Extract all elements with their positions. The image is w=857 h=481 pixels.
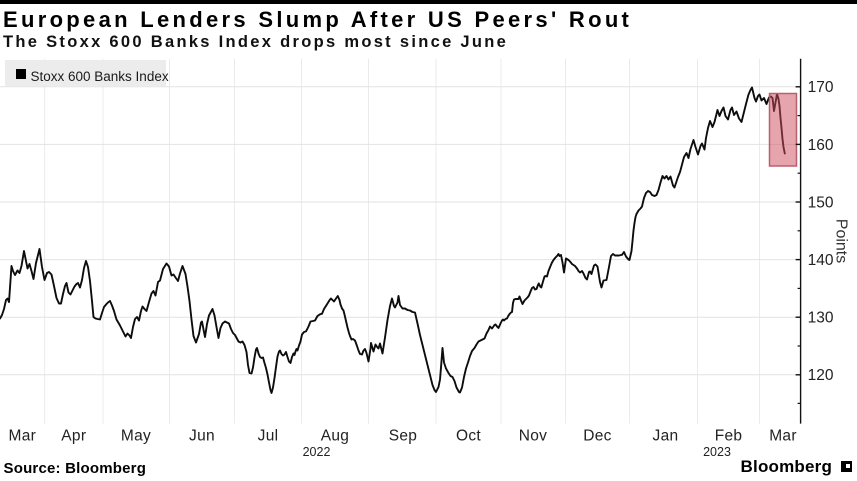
svg-text:May: May <box>121 428 151 445</box>
svg-text:160: 160 <box>808 137 834 154</box>
svg-text:Jul: Jul <box>258 428 279 445</box>
svg-text:120: 120 <box>808 367 834 384</box>
svg-text:Dec: Dec <box>583 428 611 445</box>
svg-text:Oct: Oct <box>456 428 481 445</box>
svg-text:Nov: Nov <box>519 428 547 445</box>
svg-text:Feb: Feb <box>715 428 743 445</box>
svg-text:Jan: Jan <box>653 428 679 445</box>
svg-text:Mar: Mar <box>769 428 797 445</box>
svg-text:150: 150 <box>808 194 834 211</box>
svg-text:Apr: Apr <box>61 428 86 445</box>
svg-text:2022: 2022 <box>303 445 331 459</box>
svg-text:Aug: Aug <box>321 428 349 445</box>
svg-text:140: 140 <box>808 252 834 269</box>
svg-text:Points: Points <box>833 219 850 263</box>
svg-text:2023: 2023 <box>703 445 731 459</box>
svg-text:Sep: Sep <box>389 428 417 445</box>
svg-text:130: 130 <box>808 310 834 327</box>
svg-text:170: 170 <box>808 79 834 96</box>
svg-text:Mar: Mar <box>9 428 37 445</box>
svg-text:Jun: Jun <box>189 428 215 445</box>
